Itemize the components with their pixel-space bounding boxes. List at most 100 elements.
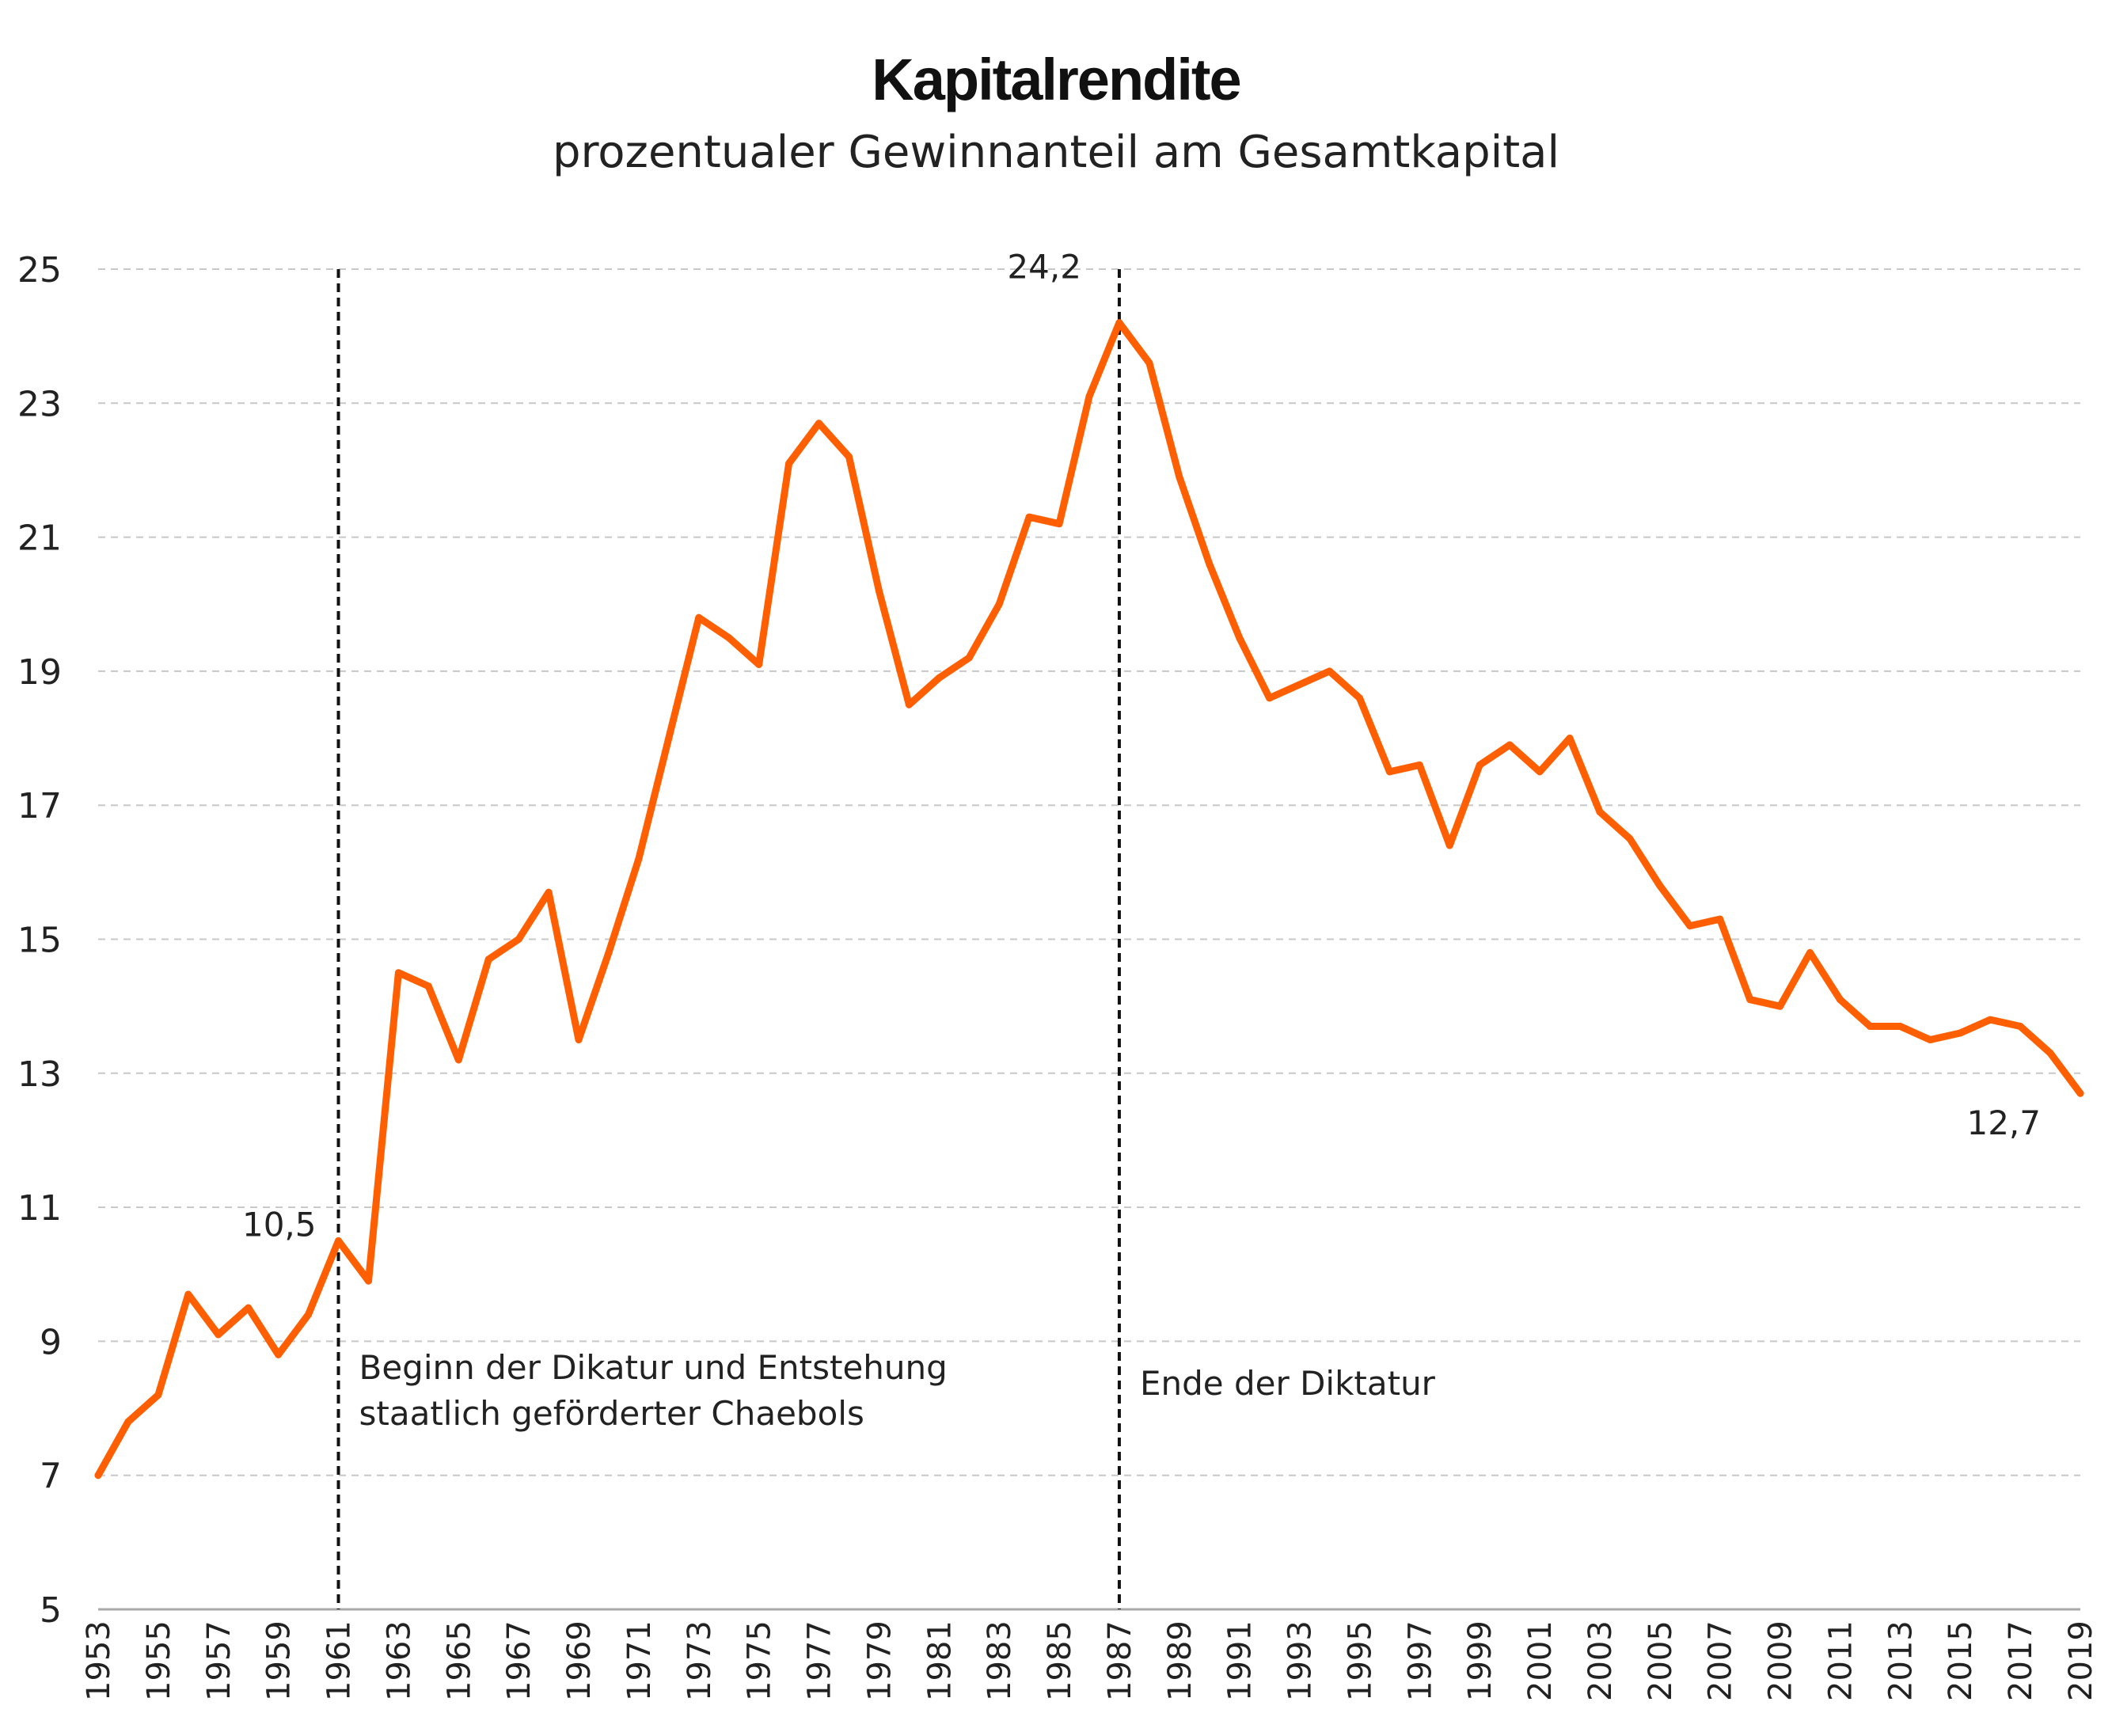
x-tick-label: 1995 — [1342, 1620, 1378, 1701]
data-point — [1476, 761, 1483, 769]
data-point — [184, 1290, 192, 1298]
data-point — [1746, 996, 1754, 1004]
y-tick-label: 19 — [17, 652, 62, 693]
x-tick-label: 2017 — [2003, 1620, 2039, 1701]
data-point — [1206, 560, 1214, 568]
data-point — [1596, 808, 1604, 816]
data-point — [454, 1056, 462, 1064]
data-point — [1085, 393, 1093, 401]
x-tick-label: 1953 — [81, 1620, 117, 1701]
x-tick-label: 2019 — [2063, 1620, 2099, 1701]
data-point — [995, 600, 1003, 608]
x-tick-label: 1967 — [501, 1620, 537, 1701]
data-point — [335, 1236, 343, 1244]
x-tick-label: 1981 — [921, 1620, 958, 1701]
x-tick-label: 2009 — [1763, 1620, 1799, 1701]
x-tick-label: 1999 — [1462, 1620, 1499, 1701]
data-point — [124, 1418, 132, 1426]
data-point — [1926, 1035, 1934, 1043]
data-point — [1686, 922, 1694, 930]
y-tick-label: 5 — [40, 1590, 62, 1631]
x-tick-label: 1979 — [861, 1620, 898, 1701]
data-point — [1445, 841, 1453, 849]
x-tick-label: 1955 — [141, 1620, 177, 1701]
y-tick-label: 23 — [17, 384, 62, 424]
data-point — [755, 660, 763, 668]
data-point — [1236, 634, 1244, 642]
data-point — [635, 855, 643, 863]
data-point — [905, 701, 913, 708]
data-label: 10,5 — [242, 1205, 317, 1244]
data-point — [1115, 319, 1123, 327]
x-tick-label: 1973 — [682, 1620, 718, 1701]
series-layer — [94, 319, 2084, 1480]
y-tick-label: 25 — [17, 250, 62, 291]
x-tick-label: 1989 — [1162, 1620, 1198, 1701]
x-tick-label: 1959 — [261, 1620, 298, 1701]
data-point — [94, 1472, 102, 1480]
x-tick-label: 2003 — [1582, 1620, 1619, 1701]
data-point — [695, 613, 703, 621]
data-point — [1536, 768, 1544, 776]
data-point — [845, 453, 853, 461]
chart-title: Kapitalrendite — [872, 47, 1241, 112]
data-point — [424, 982, 432, 990]
data-point — [1355, 694, 1363, 702]
data-point — [1025, 513, 1033, 521]
data-point — [545, 888, 553, 896]
data-point — [1145, 359, 1153, 367]
data-point — [1385, 768, 1393, 776]
y-tick-label: 21 — [17, 519, 62, 559]
data-point — [1566, 735, 1574, 743]
x-tick-label: 1987 — [1102, 1620, 1138, 1701]
x-tick-label: 1969 — [561, 1620, 598, 1701]
data-point — [2076, 1089, 2084, 1097]
data-point — [575, 1035, 583, 1043]
x-tick-label: 2013 — [1882, 1620, 1919, 1701]
data-point — [275, 1350, 283, 1358]
data-point — [1896, 1023, 1904, 1031]
data-point — [1656, 882, 1664, 890]
data-point — [1506, 741, 1514, 749]
data-label: 12,7 — [1966, 1104, 2041, 1142]
x-tick-label: 1971 — [621, 1620, 658, 1701]
grid-lines — [98, 268, 2080, 1611]
event-label: Ende der Diktatur — [1140, 1364, 1436, 1403]
data-point — [1266, 694, 1274, 702]
y-tick-label: 11 — [17, 1188, 62, 1229]
x-tick-label: 1991 — [1222, 1620, 1259, 1701]
series-line — [94, 319, 2084, 1480]
chart-subtitle: prozentualer Gewinnanteil am Gesamtkapit… — [552, 127, 1560, 178]
data-point — [1806, 948, 1814, 956]
data-point — [1326, 667, 1334, 675]
data-point — [1296, 681, 1304, 689]
data-point — [245, 1304, 253, 1312]
data-point — [1415, 761, 1423, 769]
data-point — [815, 420, 823, 427]
x-tick-label: 1957 — [201, 1620, 237, 1701]
data-point — [875, 587, 883, 594]
data-point — [1836, 996, 1844, 1004]
data-label: 24,2 — [1007, 248, 1081, 287]
data-point — [215, 1331, 222, 1339]
data-point — [1055, 520, 1063, 528]
data-point — [305, 1311, 313, 1319]
y-tick-label: 13 — [17, 1054, 62, 1095]
data-point — [364, 1277, 372, 1285]
y-tick-label: 17 — [17, 786, 62, 826]
data-point — [1956, 1029, 1964, 1037]
x-tick-label: 1997 — [1402, 1620, 1438, 1701]
data-point — [515, 936, 522, 943]
data-point — [965, 654, 973, 662]
x-tick-label: 1975 — [742, 1620, 778, 1701]
data-point — [1176, 473, 1183, 481]
data-point — [154, 1391, 162, 1399]
annotations: 10,5 24,2 12,7 — [242, 248, 2041, 1244]
x-tick-label: 1983 — [982, 1620, 1018, 1701]
data-point — [605, 948, 613, 956]
event-label: Beginn der Dikatur und Entstehung — [359, 1348, 948, 1387]
y-tick-label: 7 — [40, 1457, 62, 1497]
data-point — [935, 674, 943, 682]
data-point — [484, 955, 492, 963]
